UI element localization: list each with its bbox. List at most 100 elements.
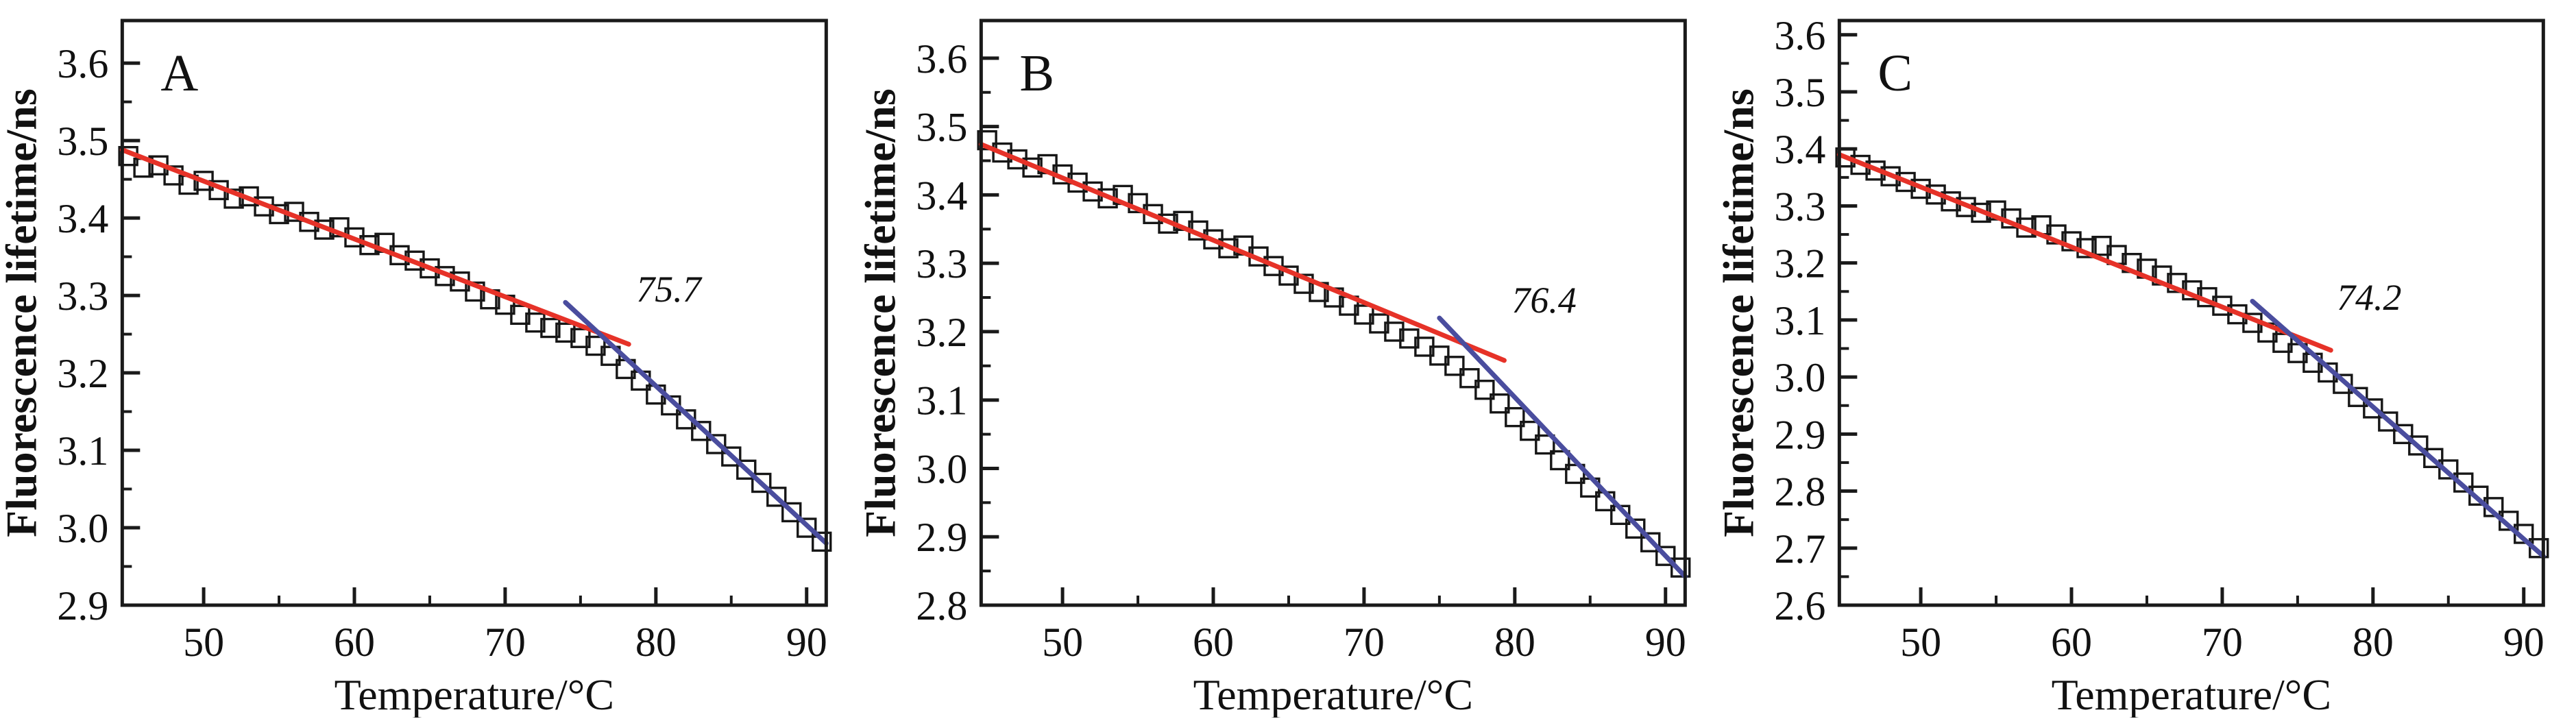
y-tick-label: 3.1: [57, 428, 108, 474]
panel-chart-a: 50 60 70 80 90 2.9 3.0 3.1 3.2 3.3 3.4 3.5 3.6 Temper…: [0, 0, 859, 719]
blue-fit-line: [2250, 298, 2547, 559]
data-point-marker: [751, 472, 772, 493]
x-tick-label: 60: [2051, 620, 2092, 665]
x-tick-label: 80: [1494, 620, 1535, 665]
data-point-marker: [736, 459, 757, 480]
x-tick-label: 60: [1193, 620, 1234, 665]
data-point-marker: [2378, 411, 2398, 432]
x-tick-label: 90: [1644, 620, 1686, 665]
y-axis-label: Fluorescence lifetime/ns: [0, 88, 45, 537]
y-tick-label: 3.1: [1775, 298, 1826, 343]
data-point-marker: [2438, 459, 2459, 480]
data-point-marker: [1549, 450, 1570, 471]
y-tick-label: 3.5: [916, 105, 967, 150]
data-point-marker: [2468, 485, 2489, 506]
data-point-marker: [992, 142, 1012, 163]
data-point-marker: [1564, 463, 1585, 485]
plot-frame: [120, 19, 828, 607]
x-tick-label: 50: [183, 620, 224, 665]
panel-chart-b: 50 60 70 80 90 2.8 2.9 3.0 3.1 3.2 3.3 3.4 3.5 3.6 Tem…: [855, 0, 1718, 719]
y-tick-label: 3.6: [57, 41, 108, 86]
panel-letter: B: [1019, 45, 1054, 102]
x-tick-label: 50: [1900, 620, 1941, 665]
data-point-marker: [2529, 538, 2549, 559]
data-point-marker: [1504, 406, 1525, 428]
y-tick-label: 3.5: [1775, 70, 1826, 115]
data-point-marker: [2393, 424, 2414, 445]
y-tick-label: 3.3: [57, 273, 108, 319]
x-axis-label: Temperature/°C: [2052, 670, 2332, 718]
data-point-marker: [1444, 356, 1465, 376]
data-point-marker: [299, 212, 319, 232]
data-point-marker: [691, 421, 712, 441]
panel-letter: A: [160, 45, 198, 102]
data-point-marker: [797, 517, 817, 538]
lifetime-chart-a: 50 60 70 80 90 2.9 3.0 3.1 3.2 3.3 3.4 3.5 3.6 Temper…: [0, 19, 832, 719]
blue-fit-line: [1437, 315, 1688, 579]
x-axis-label: Temperature/°C: [1193, 670, 1473, 718]
data-point-marker: [420, 258, 440, 279]
data-point-marker: [1474, 380, 1495, 400]
y-tick-label: 2.8: [1775, 469, 1826, 515]
red-fit-line: [978, 142, 1507, 363]
data-point-marker: [1429, 345, 1450, 366]
data-point-marker: [525, 312, 546, 333]
data-point-marker: [1519, 420, 1540, 441]
y-tick-label: 3.0: [1775, 355, 1826, 400]
data-point-marker: [2272, 332, 2293, 353]
y-axis-label: Fluorescence lifetime/ns: [1717, 88, 1762, 537]
data-point-marker: [2348, 387, 2368, 407]
y-tick-label: 3.5: [57, 119, 108, 164]
data-point-marker: [540, 317, 561, 339]
data-point-marker: [1625, 518, 1646, 539]
lifetime-chart-c: 50 60 70 80 90 2.6 2.7 2.8 2.9 3.0 3.1 3.2 3.3 3.4 3.5…: [1714, 13, 2549, 719]
y-tick-label: 2.7: [1775, 526, 1826, 572]
y-tick-label: 3.6: [916, 36, 967, 82]
y-tick-label: 3.2: [57, 351, 108, 396]
data-point-marker: [570, 328, 591, 348]
lifetime-chart-b: 50 60 70 80 90 2.8 2.9 3.0 3.1 3.2 3.3 3.4 3.5 3.6 Tem…: [855, 19, 1691, 719]
data-point-marker: [721, 446, 742, 467]
y-tick-label: 3.0: [57, 506, 108, 551]
data-point-marker: [1640, 532, 1661, 552]
data-point-marker: [2453, 472, 2474, 493]
data-point-marker: [2363, 398, 2383, 419]
x-tick-label: 60: [334, 620, 375, 665]
y-tick-label: 3.0: [916, 446, 967, 491]
data-point-marker: [359, 234, 380, 256]
transition-temperature-annotation: 75.7: [636, 269, 703, 310]
y-tick-label: 3.3: [916, 241, 967, 286]
data-point-marker: [1383, 321, 1405, 342]
red-fit-line: [119, 147, 631, 347]
y-tick-label: 3.4: [1775, 127, 1826, 172]
y-tick-label: 2.8: [916, 583, 967, 628]
x-tick-label: 80: [635, 620, 677, 665]
y-tick-label: 2.9: [1775, 412, 1826, 457]
y-tick-label: 3.6: [1775, 13, 1826, 58]
x-tick-label: 90: [2503, 620, 2544, 665]
data-point-marker: [2408, 435, 2429, 456]
x-tick-label: 70: [1344, 620, 1385, 665]
data-point-marker: [766, 487, 787, 507]
data-point-marker: [1670, 557, 1691, 578]
x-tick-label: 50: [1042, 620, 1083, 665]
y-tick-label: 3.3: [1775, 184, 1826, 229]
y-tick-label: 3.2: [1775, 241, 1826, 286]
y-tick-label: 2.6: [1775, 583, 1826, 628]
y-tick-label: 3.4: [57, 196, 108, 241]
y-tick-label: 3.2: [916, 310, 967, 355]
x-tick-label: 90: [786, 620, 827, 665]
x-tick-label: 70: [485, 620, 526, 665]
data-point-marker: [1534, 434, 1555, 455]
data-point-marker: [510, 304, 531, 326]
transition-temperature-annotation: 76.4: [1511, 280, 1577, 321]
y-axis-label: Fluorescence lifetime/ns: [859, 88, 904, 537]
data-point-marker: [1489, 393, 1510, 414]
data-point-marker: [2333, 374, 2353, 394]
x-tick-label: 80: [2353, 620, 2394, 665]
data-point-marker: [781, 502, 802, 523]
data-point-marker: [1655, 546, 1676, 566]
y-tick-label: 3.4: [916, 173, 967, 218]
transition-temperature-annotation: 74.2: [2337, 277, 2402, 318]
panel-letter: C: [1878, 45, 1913, 102]
